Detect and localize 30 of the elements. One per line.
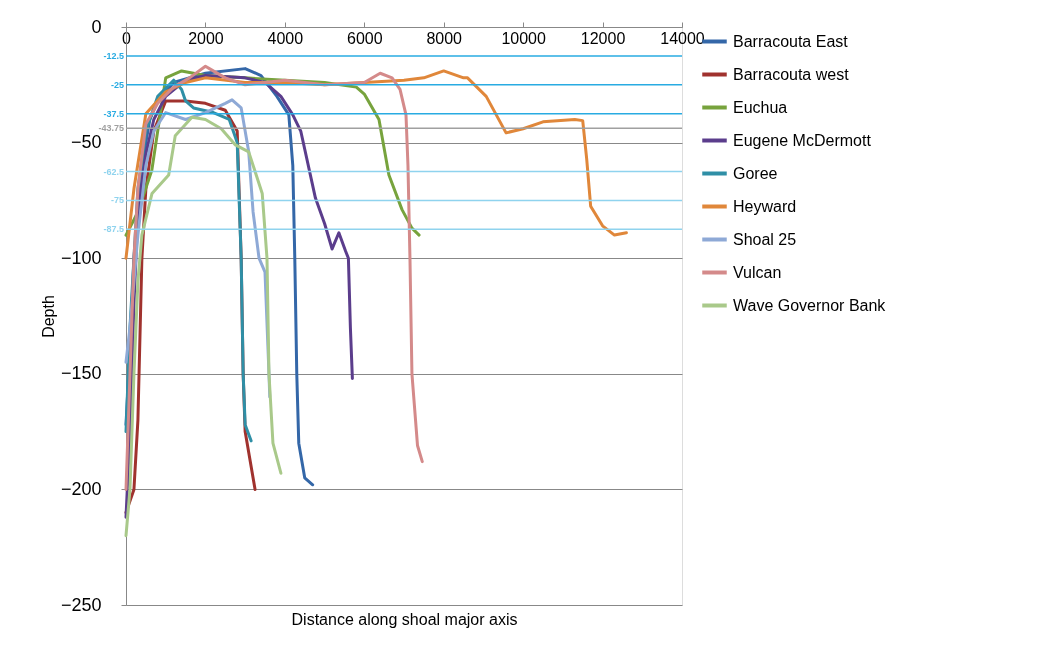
ref-line-label: -25 [110,79,124,90]
legend-label: Heyward [733,197,797,215]
x-tick-label: 12000 [580,29,626,47]
ref-line-label: -37.5 [103,108,124,119]
ref-line-label: -62.5 [103,166,124,177]
x-tick-label: 4000 [267,29,304,47]
legend-label: Shoal 25 [733,230,797,248]
legend-label: Vulcan [733,263,782,281]
legend-label: Barracouta west [733,65,850,83]
legend-label: Eugene McDermott [733,131,872,149]
y-tick-label: −100 [60,247,102,268]
ref-line-label: -75 [110,195,124,206]
ref-line-label: -87.5 [103,224,124,235]
y-axis-title: Depth [39,295,57,338]
y-tick-label: −150 [60,363,102,384]
ref-line-label: -12.5 [103,50,124,61]
x-tick-label: 6000 [346,29,383,47]
y-tick-label: −250 [60,594,102,615]
y-tick-label: −50 [70,132,102,153]
ref-line-label: -43.75 [98,123,124,134]
legend-label: Barracouta East [733,32,849,50]
x-tick-label: 14000 [660,29,705,47]
x-tick-label: 10000 [501,29,546,47]
legend-label: Goree [733,164,778,182]
x-tick-label: 8000 [426,29,463,47]
x-axis-title: Distance along shoal major axis [291,610,518,628]
legend-label: Wave Governor Bank [733,296,887,314]
y-tick-label: −200 [60,478,102,499]
legend-label: Euchua [733,98,788,116]
x-tick-label: 2000 [188,29,224,47]
